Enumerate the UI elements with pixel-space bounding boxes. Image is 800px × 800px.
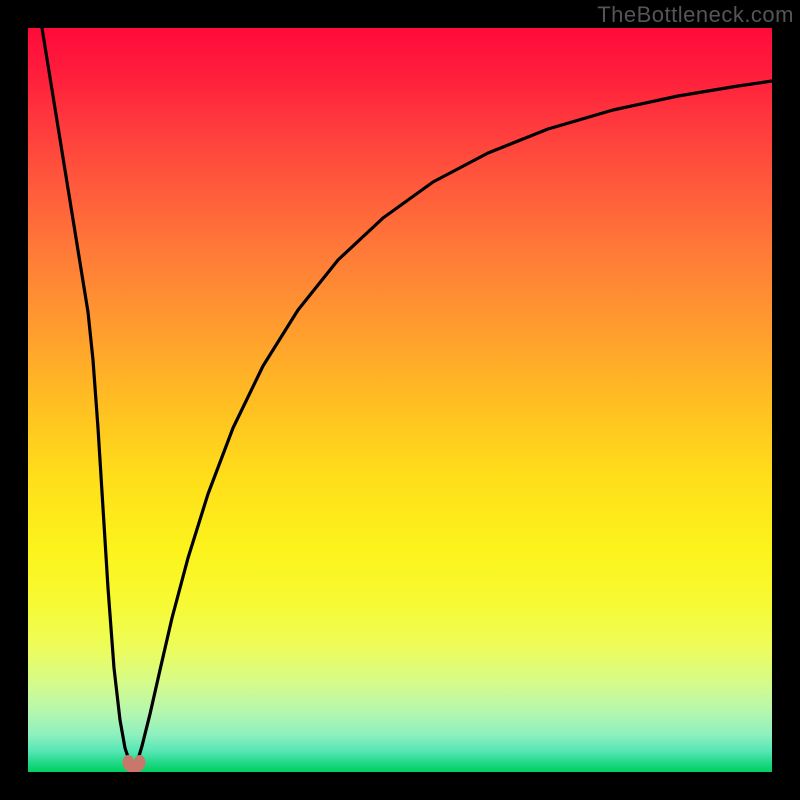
plot-frame: [28, 28, 772, 772]
chart-root: TheBottleneck.com: [0, 0, 800, 800]
heart-marker: [123, 755, 145, 772]
marker-layer: [28, 28, 772, 772]
watermark-text: TheBottleneck.com: [597, 2, 794, 28]
